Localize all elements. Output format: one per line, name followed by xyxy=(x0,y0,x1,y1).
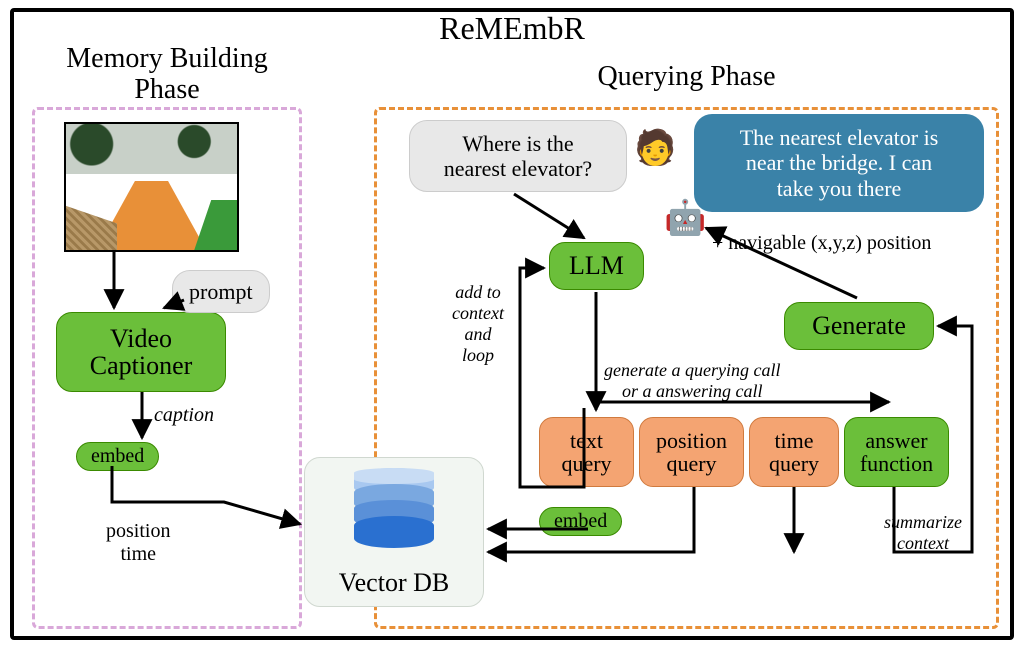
database-icon xyxy=(354,468,434,548)
navigable-position-label: + navigable (x,y,z) position xyxy=(712,232,931,255)
generate-call-label: generate a querying call or a answering … xyxy=(604,360,780,402)
position-time-label: position time xyxy=(106,520,170,566)
embed-pill-2: embed xyxy=(539,507,622,536)
diagram-outer: ReMEmbR Memory Building Phase Querying P… xyxy=(10,8,1014,640)
user-icon: 🧑 xyxy=(634,132,676,166)
vector-db-label: Vector DB xyxy=(339,568,449,598)
robot-icon: 🤖 xyxy=(664,202,706,236)
user-question-bubble: Where is the nearest elevator? xyxy=(409,120,627,192)
generate-node: Generate xyxy=(784,302,934,350)
prompt-pill: prompt xyxy=(172,270,270,313)
summarize-context-label: summarize context xyxy=(884,512,962,554)
video-captioner-node: Video Captioner xyxy=(56,312,226,392)
add-to-context-label: add to context and loop xyxy=(452,282,504,366)
answer-function-node: answer function xyxy=(844,417,949,487)
robot-answer-bubble: The nearest elevator is near the bridge.… xyxy=(694,114,984,212)
llm-node: LLM xyxy=(549,242,644,290)
vector-db-node: Vector DB xyxy=(304,457,484,607)
embed-pill-1: embed xyxy=(76,442,159,471)
position-query-node: position query xyxy=(639,417,744,487)
memory-phase-title: Memory Building Phase xyxy=(35,44,299,106)
text-query-node: text query xyxy=(539,417,634,487)
diagram-title: ReMEmbR xyxy=(14,10,1010,47)
caption-label: caption xyxy=(154,404,214,427)
video-frame-image xyxy=(64,122,239,252)
query-phase-title: Querying Phase xyxy=(377,62,996,93)
time-query-node: time query xyxy=(749,417,839,487)
